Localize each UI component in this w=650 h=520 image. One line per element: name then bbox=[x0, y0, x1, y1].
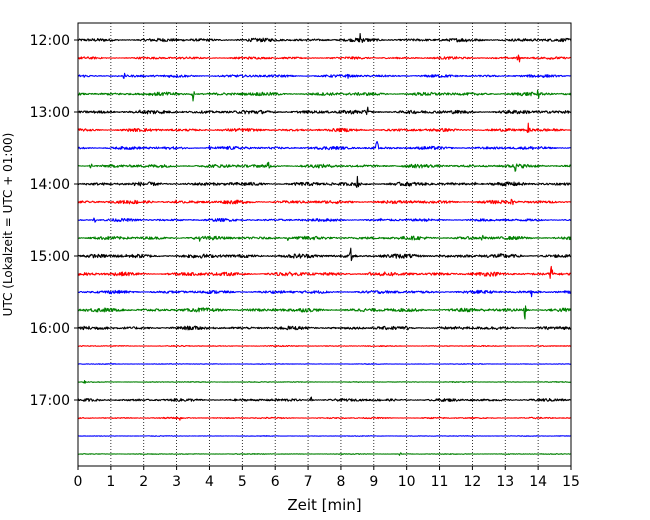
x-tick-label: 8 bbox=[336, 474, 345, 490]
seismic-trace-1330 bbox=[77, 140, 572, 151]
seismic-trace-1645 bbox=[77, 380, 572, 384]
seismic-trace-1445 bbox=[77, 234, 572, 242]
y-tick-label: 17:00 bbox=[30, 393, 70, 409]
y-tick-label: 13:00 bbox=[30, 105, 70, 121]
seismic-trace-1600 bbox=[77, 325, 572, 331]
seismic-trace-1500 bbox=[77, 247, 572, 262]
seismic-trace-1715 bbox=[77, 416, 572, 421]
x-tick-label: 7 bbox=[304, 474, 313, 490]
grid-lines bbox=[110, 23, 539, 466]
x-tick-label: 11 bbox=[431, 474, 449, 490]
x-tick-label: 15 bbox=[562, 474, 580, 490]
seismic-trace-1730 bbox=[77, 435, 572, 437]
y-axis: 12:00 13:00 14:00 15:00 16:00 17:00 bbox=[30, 33, 78, 409]
seismic-trace-1315 bbox=[77, 122, 572, 134]
seismic-trace-1200 bbox=[77, 32, 572, 43]
x-tick-label: 14 bbox=[529, 474, 547, 490]
y-tick-label: 12:00 bbox=[30, 33, 70, 49]
x-tick-label: 5 bbox=[238, 474, 247, 490]
x-tick-label: 2 bbox=[139, 474, 148, 490]
seismic-trace-1530 bbox=[77, 289, 572, 298]
seismic-trace-1245 bbox=[77, 89, 572, 102]
x-tick-label: 9 bbox=[369, 474, 378, 490]
y-tick-label: 16:00 bbox=[30, 321, 70, 337]
x-axis-label: Zeit [min] bbox=[287, 496, 361, 514]
x-tick-label: 3 bbox=[172, 474, 181, 490]
seismic-trace-1615 bbox=[77, 344, 572, 348]
seismic-trace-1345 bbox=[77, 161, 572, 172]
x-tick-label: 1 bbox=[106, 474, 115, 490]
x-tick-label: 0 bbox=[74, 474, 83, 490]
seismic-trace-1415 bbox=[77, 198, 572, 206]
seismic-trace-1545 bbox=[77, 305, 572, 320]
y-axis-label: UTC (Lokalzeit = UTC + 01:00) bbox=[1, 133, 15, 317]
y-tick-label: 14:00 bbox=[30, 177, 70, 193]
seismic-trace-1230 bbox=[77, 72, 571, 79]
plot-frame bbox=[77, 22, 572, 467]
trace-group bbox=[77, 32, 572, 456]
x-tick-label: 10 bbox=[398, 474, 416, 490]
x-axis: 0 1 2 3 4 5 6 7 8 9 10 11 12 13 14 15 bbox=[74, 466, 580, 490]
seismic-trace-1400 bbox=[77, 175, 572, 189]
seismic-trace-1300 bbox=[77, 106, 572, 116]
seismic-trace-1745 bbox=[77, 452, 572, 456]
x-tick-label: 6 bbox=[271, 474, 280, 490]
seismic-trace-1215 bbox=[77, 54, 572, 63]
x-tick-label: 13 bbox=[496, 474, 514, 490]
x-tick-label: 12 bbox=[463, 474, 481, 490]
seismic-trace-1700 bbox=[77, 396, 572, 402]
seismic-trace-1430 bbox=[77, 217, 572, 223]
y-tick-label: 15:00 bbox=[30, 249, 70, 265]
x-tick-label: 4 bbox=[205, 474, 214, 490]
seismic-trace-1630 bbox=[77, 363, 572, 365]
seismic-trace-1515 bbox=[77, 265, 572, 279]
